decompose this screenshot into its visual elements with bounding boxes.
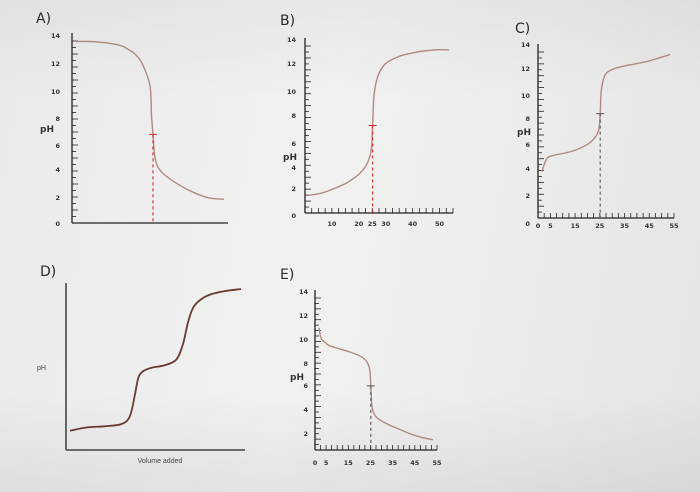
titration-curve xyxy=(318,327,434,441)
panel-label: E) xyxy=(280,267,294,283)
y-tick-label: 6 xyxy=(291,140,296,148)
y-tick-label: 2 xyxy=(525,192,530,200)
y-tick-label: 12 xyxy=(521,65,530,73)
panel-label: B) xyxy=(280,13,295,29)
x-tick-label: 35 xyxy=(388,459,398,467)
x-tick-label: 10 xyxy=(327,220,337,228)
x-tick-label: 50 xyxy=(435,220,445,228)
y-tick-label: 4 xyxy=(55,166,60,174)
x-tick-label: 5 xyxy=(548,222,553,230)
x-tick-label: 25 xyxy=(368,220,378,228)
y-tick-label: 8 xyxy=(525,115,530,123)
y-tick-label: 4 xyxy=(291,164,296,172)
panel-label: A) xyxy=(36,11,51,27)
x-tick-label: 0 xyxy=(536,222,541,230)
x-tick-label: 0 xyxy=(313,459,318,467)
y-tick-label: 14 xyxy=(51,32,61,40)
y-axis-label: pH xyxy=(283,153,297,163)
y-tick-label: 0 xyxy=(525,220,530,228)
x-tick-label: 25 xyxy=(595,222,605,230)
x-tick-label: 15 xyxy=(571,222,581,230)
y-tick-label: 2 xyxy=(291,185,296,193)
y-tick-label: 10 xyxy=(521,92,531,100)
y-tick-label: 8 xyxy=(303,360,308,368)
x-tick-label: 15 xyxy=(344,459,354,467)
y-tick-label: 6 xyxy=(55,142,60,150)
x-tick-label: 55 xyxy=(669,222,679,230)
x-tick-label: 55 xyxy=(432,459,442,467)
x-tick-label: 5 xyxy=(324,459,329,467)
y-tick-label: 4 xyxy=(525,165,530,173)
y-tick-label: 4 xyxy=(303,406,308,414)
y-tick-label: 0 xyxy=(55,220,60,228)
chart-panel-e: E) 2 4 6 8 10 12 14 0 5 15 25 35 45 55 pH xyxy=(280,267,442,467)
y-axis-label: pH xyxy=(290,373,304,383)
titration-curve xyxy=(75,40,225,200)
x-tick-label: 30 xyxy=(381,220,391,228)
x-tick-label: 45 xyxy=(410,459,420,467)
panel-label: C) xyxy=(515,21,530,37)
y-tick-label: 8 xyxy=(55,115,60,123)
y-tick-label: 10 xyxy=(51,88,61,96)
titration-curve xyxy=(308,49,450,197)
panel-label: D) xyxy=(40,264,56,280)
y-tick-label: 10 xyxy=(287,88,297,96)
x-tick-label: 25 xyxy=(366,459,376,467)
y-tick-label: 2 xyxy=(55,194,60,202)
chart-panel-b: B) 0 2 4 6 8 10 12 14 10 20 25 30 40 50 pH xyxy=(280,13,454,228)
y-axis-label: pH xyxy=(517,128,531,138)
x-tick-label: 45 xyxy=(645,222,655,230)
y-tick-label: 14 xyxy=(299,288,309,296)
x-tick-label: 40 xyxy=(408,220,418,228)
y-tick-label: 8 xyxy=(291,112,296,120)
chart-panel-a: A) 0 2 4 6 8 10 12 14 pH xyxy=(36,11,228,228)
y-tick-label: 10 xyxy=(299,336,309,344)
y-tick-label: 2 xyxy=(303,430,308,438)
y-tick-label: 14 xyxy=(521,41,531,49)
y-tick-label: 0 xyxy=(291,212,296,220)
y-tick-label: 12 xyxy=(287,60,296,68)
y-tick-label: 6 xyxy=(303,382,308,390)
y-tick-label: 6 xyxy=(525,141,530,149)
y-tick-label: 12 xyxy=(51,60,60,68)
x-tick-label: 20 xyxy=(354,220,364,228)
x-tick-label: 35 xyxy=(620,222,630,230)
chart-panel-d: D) pH Volume added xyxy=(37,264,245,465)
y-axis-label: pH xyxy=(40,125,54,135)
y-axis-label: pH xyxy=(37,365,46,372)
x-axis-label: Volume added xyxy=(138,458,183,465)
titration-curve xyxy=(541,53,671,172)
titration-curve xyxy=(69,288,242,432)
y-tick-label: 12 xyxy=(299,312,308,320)
y-tick-label: 14 xyxy=(287,36,297,44)
